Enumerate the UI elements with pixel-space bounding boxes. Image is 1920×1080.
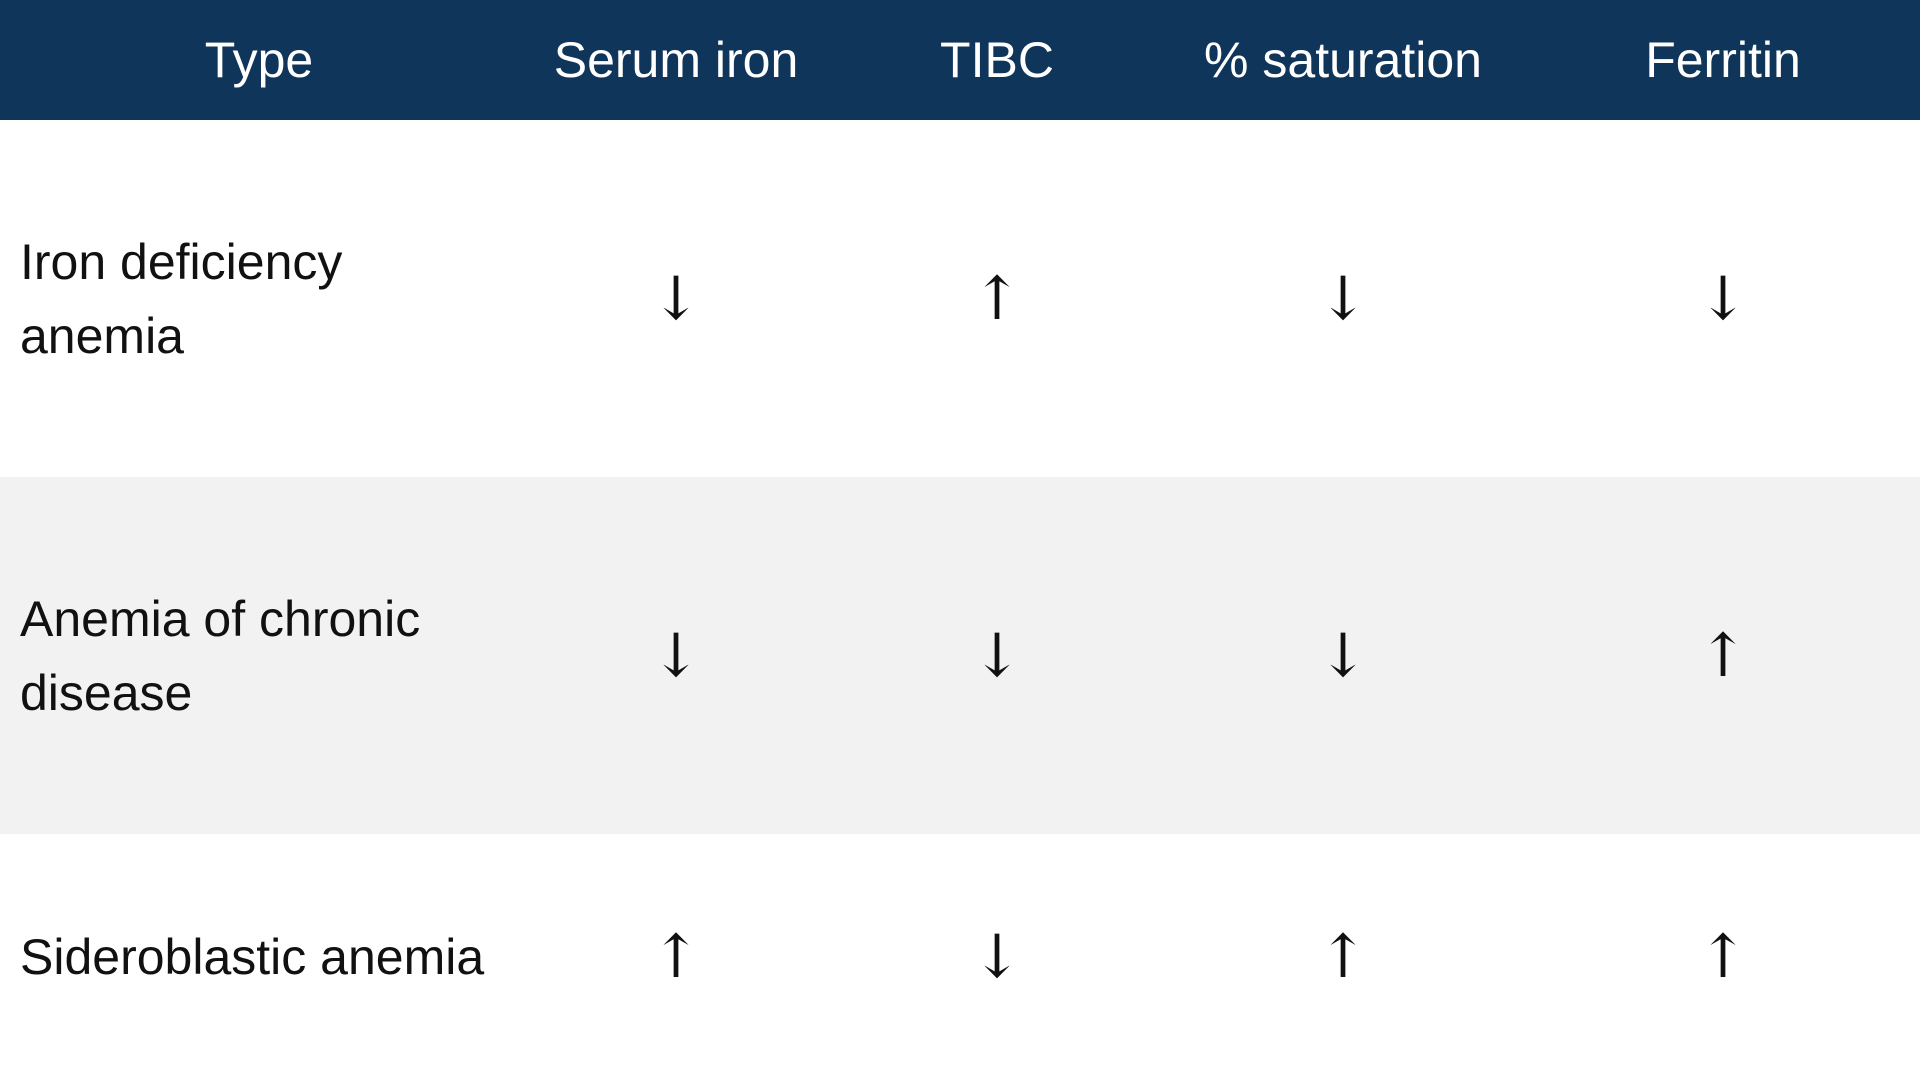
row-type-label: Iron deficiency anemia	[20, 233, 343, 364]
serum-iron-arrow: ↓	[650, 620, 702, 691]
saturation-arrow: ↓	[1317, 263, 1369, 334]
header-ferritin: Ferritin	[1645, 32, 1801, 88]
ferritin-arrow: ↑	[1697, 620, 1749, 691]
ferritin-arrow: ↓	[1697, 263, 1749, 334]
header-tibc: TIBC	[940, 32, 1054, 88]
tibc-arrow: ↓	[971, 922, 1023, 992]
table-row: Sideroblastic anemia ↑ ↓ ↑ ↑	[0, 834, 1920, 1080]
ferritin-arrow: ↑	[1697, 922, 1749, 992]
tibc-arrow: ↓	[971, 620, 1023, 691]
saturation-arrow: ↓	[1317, 620, 1369, 691]
header-serum-iron: Serum iron	[553, 32, 799, 88]
table-row: Anemia of chronic disease ↓ ↓ ↓ ↑	[0, 477, 1920, 834]
row-type-label: Anemia of chronic disease	[20, 590, 421, 721]
tibc-arrow: ↑	[971, 263, 1023, 334]
serum-iron-arrow: ↓	[650, 263, 702, 334]
header-percent-saturation: % saturation	[1204, 32, 1482, 88]
header-type: Type	[204, 32, 314, 88]
table-header: Type Serum iron TIBC % saturation Ferrit…	[0, 0, 1920, 120]
row-type-label: Sideroblastic anemia	[20, 929, 485, 985]
serum-iron-arrow: ↑	[650, 922, 702, 992]
saturation-arrow: ↑	[1317, 922, 1369, 992]
table-row: Iron deficiency anemia ↓ ↑ ↓ ↓	[0, 120, 1920, 477]
